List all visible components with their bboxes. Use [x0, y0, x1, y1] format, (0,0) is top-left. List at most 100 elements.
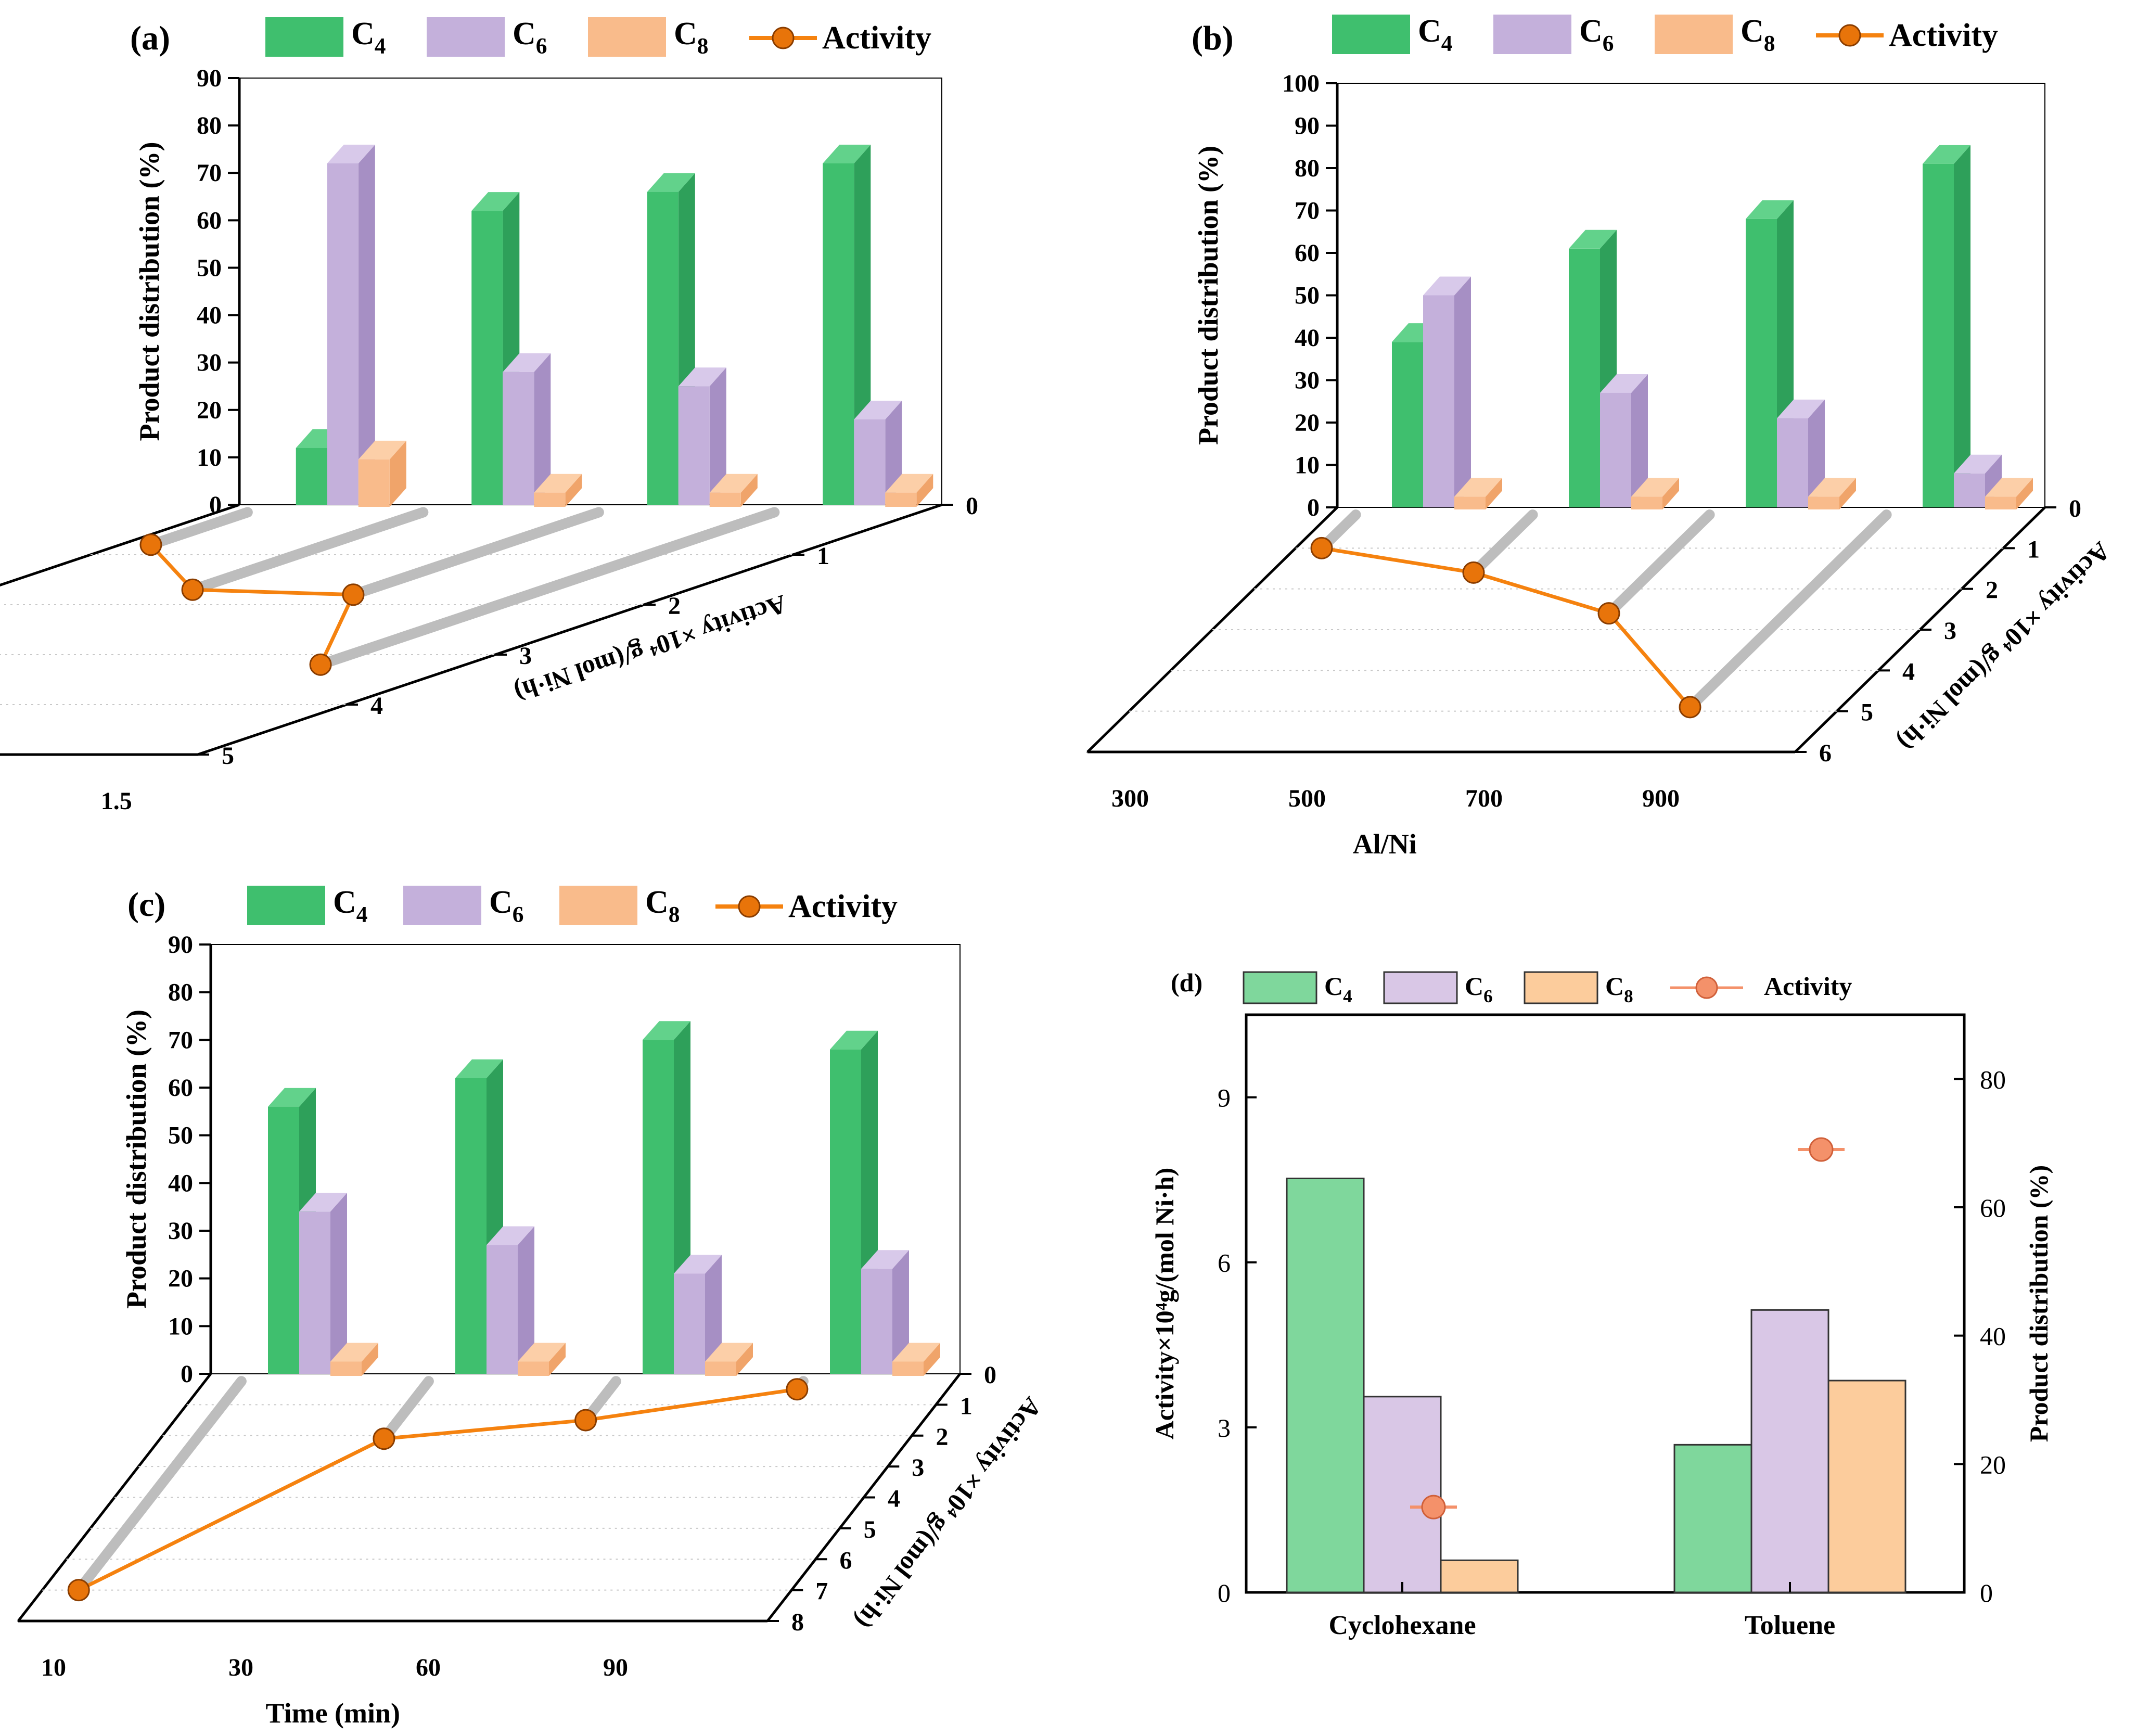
c6-bar-side	[330, 1193, 347, 1374]
c4-bar-top	[1569, 229, 1617, 249]
z-tick-label: 2	[1986, 577, 1998, 604]
c4-bar	[1923, 163, 1954, 508]
activity-rail	[348, 507, 604, 600]
z-tick-label: 3	[912, 1454, 924, 1482]
c4-bar-top	[455, 1059, 503, 1078]
activity-rail	[145, 507, 253, 550]
legend-c6-label: C6	[1579, 14, 1614, 56]
c6-bar	[1777, 418, 1808, 507]
c6-bar-side	[1454, 276, 1471, 507]
x-tick-label: 60	[416, 1654, 441, 1681]
y-tick-label: 70	[1295, 197, 1320, 225]
y-tick-label: 50	[197, 254, 222, 282]
legend-c6-swatch	[427, 17, 505, 57]
y-tick-label: 0	[1307, 494, 1320, 521]
floor-left-edge	[0, 503, 240, 587]
y-tick-label: 20	[197, 397, 222, 424]
z-tick-label: 5	[864, 1516, 876, 1543]
right-tick-label: 0	[1980, 1578, 1993, 1607]
y-tick-label: 0	[181, 1360, 193, 1388]
c8-bar-top	[1631, 478, 1679, 497]
x-tick-label: 10	[41, 1654, 66, 1681]
c8-bar	[358, 459, 390, 507]
y-tick-label: 100	[1282, 70, 1320, 97]
y-tick-label: 70	[197, 159, 222, 187]
y-axis-label: Product distribution (%)	[1193, 146, 1224, 445]
legend-c6-label: C6	[489, 885, 523, 927]
z-tick-label: 4	[1902, 658, 1915, 685]
c6-bar	[487, 1245, 518, 1374]
c4-bar	[830, 1049, 861, 1374]
c6-bar	[674, 1273, 705, 1374]
c6-bar-top	[503, 353, 551, 372]
activity-line	[1321, 546, 1692, 709]
z-tick-label: 0	[2069, 495, 2081, 522]
y-tick-label: 60	[1295, 239, 1320, 267]
y-tick-label: 60	[168, 1074, 193, 1102]
legend-c6-swatch	[1383, 971, 1458, 1004]
c4-bar	[1392, 342, 1423, 507]
y-tick-label: 30	[197, 349, 222, 377]
right-tick-label: 60	[1980, 1193, 2006, 1222]
legend-c8-label: C8	[645, 885, 680, 927]
c4-bar	[268, 1106, 299, 1374]
c6-bar-top	[327, 145, 375, 163]
c4-bar-top	[1746, 200, 1794, 219]
z-tick-label: 1	[2027, 535, 2040, 563]
c6-bar	[861, 1269, 892, 1374]
legend-c6-swatch	[403, 886, 481, 925]
c8-bar-side	[362, 1343, 378, 1376]
c4-bar	[647, 192, 679, 505]
y-tick-label: 30	[1295, 367, 1320, 394]
legend-c8-label: C8	[674, 16, 708, 58]
y-tick-label: 20	[1295, 409, 1320, 437]
legend-c4-swatch	[247, 886, 325, 925]
y-tick-label: 80	[1295, 155, 1320, 182]
left-tick-label: 0	[1218, 1578, 1231, 1607]
z-tick-label: 6	[1819, 739, 1832, 767]
c4-bar	[1569, 248, 1600, 507]
c6-bar-top	[1777, 399, 1825, 418]
legend-c6-label: C6	[1465, 972, 1493, 1006]
y-tick-label: 10	[197, 444, 222, 471]
panel-label: (c)	[127, 886, 165, 924]
c8-bar-side	[740, 474, 758, 507]
activity-marker	[309, 653, 332, 676]
left-axis-label: Activity×10⁴g/(mol Ni·h)	[1150, 1168, 1179, 1440]
panel-d: 0 3 6 9 0 20 40 60 80 Activity×10⁴g/(mol Ni·h) Pro…	[1150, 968, 2053, 1640]
z-tick-label: 0	[966, 492, 978, 520]
c8-bar-side	[1839, 478, 1856, 509]
c8-bar-side	[565, 474, 582, 507]
right-axis-label: Product distribution (%)	[2024, 1165, 2053, 1442]
activity-marker	[373, 1427, 395, 1450]
c4-bar	[296, 448, 327, 505]
z-tick-label: 2	[668, 592, 681, 620]
right-tick-label: 40	[1980, 1322, 2006, 1351]
c4-bar	[643, 1040, 674, 1374]
c8-bar	[330, 1361, 362, 1376]
c6-bar	[1600, 392, 1631, 507]
c6-bar	[854, 419, 886, 505]
z-tick-label: 3	[1944, 617, 1956, 645]
left-tick-label: 9	[1218, 1083, 1231, 1113]
z-tick-label: 1	[817, 542, 829, 570]
c4-bar-top	[1923, 145, 1970, 164]
activity-marker	[1809, 1137, 1834, 1162]
c8-bar-side	[916, 474, 933, 507]
c8-bar-top	[534, 474, 582, 493]
c6-bar-top	[1600, 374, 1648, 393]
c6-bar	[1363, 1396, 1442, 1593]
y-tick-label: 60	[197, 207, 222, 234]
c8-bar-top	[1454, 478, 1502, 497]
c8-bar	[705, 1361, 736, 1376]
x-tick-label: 700	[1465, 785, 1503, 812]
c6-bar	[1750, 1309, 1829, 1593]
c4-bar-top	[268, 1088, 316, 1107]
c6-bar-top	[1954, 454, 2002, 474]
activity-rail	[187, 507, 429, 595]
activity-line	[78, 1387, 798, 1592]
activity-marker	[786, 1378, 809, 1401]
y-tick-label: 0	[209, 491, 222, 519]
c8-bar	[1808, 496, 1839, 509]
